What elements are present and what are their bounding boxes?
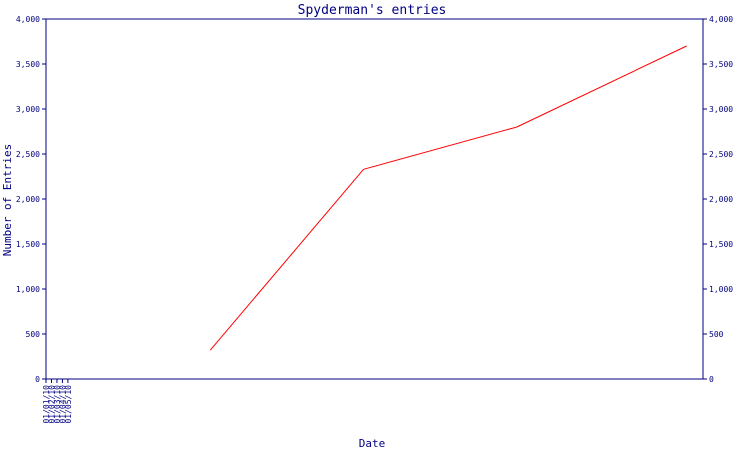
y-tick-label-right: 2,500 (709, 150, 733, 159)
y-tick-label-left: 1,500 (16, 240, 40, 249)
x-tick-label: 01/02/10 (47, 385, 56, 424)
series-line-segment (363, 126, 517, 170)
y-tick-label-left: 2,000 (16, 195, 40, 204)
y-tick-label-left: 0 (35, 375, 40, 384)
y-tick-label-left: 1,000 (16, 285, 40, 294)
y-tick-label-right: 4,000 (709, 15, 733, 24)
y-tick-label-right: 3,000 (709, 105, 733, 114)
chart-title: Spyderman's entries (298, 3, 447, 18)
x-tick-label: 01/03/10 (53, 385, 62, 424)
y-tick-label-left: 2,500 (16, 150, 40, 159)
series-line-segment (209, 168, 364, 351)
y-tick-label-left: 3,000 (16, 105, 40, 114)
y-tick-label-right: 2,000 (709, 195, 733, 204)
y-tick-label-left: 3,500 (16, 60, 40, 69)
y-axis-label: Number of Entries (1, 144, 14, 257)
x-axis-label: Date (359, 437, 386, 450)
series-line-segment (516, 45, 687, 128)
y-tick-label-right: 1,500 (709, 240, 733, 249)
y-tick-label-right: 500 (709, 330, 724, 339)
y-tick-label-right: 3,500 (709, 60, 733, 69)
y-tick-label-right: 0 (709, 375, 714, 384)
y-tick-label-right: 1,000 (709, 285, 733, 294)
x-tick-label: 01/01/10 (42, 385, 51, 424)
y-tick-label-left: 4,000 (16, 15, 40, 24)
plot-area: 0 0 500 500 1,000 1,000 1,500 1,500 2,000 2,000 2,… (16, 15, 733, 424)
x-tick-label: 01/04/10 (58, 385, 67, 424)
y-tick-label-left: 500 (26, 330, 41, 339)
x-tick-label: 01/05/10 (64, 385, 73, 424)
